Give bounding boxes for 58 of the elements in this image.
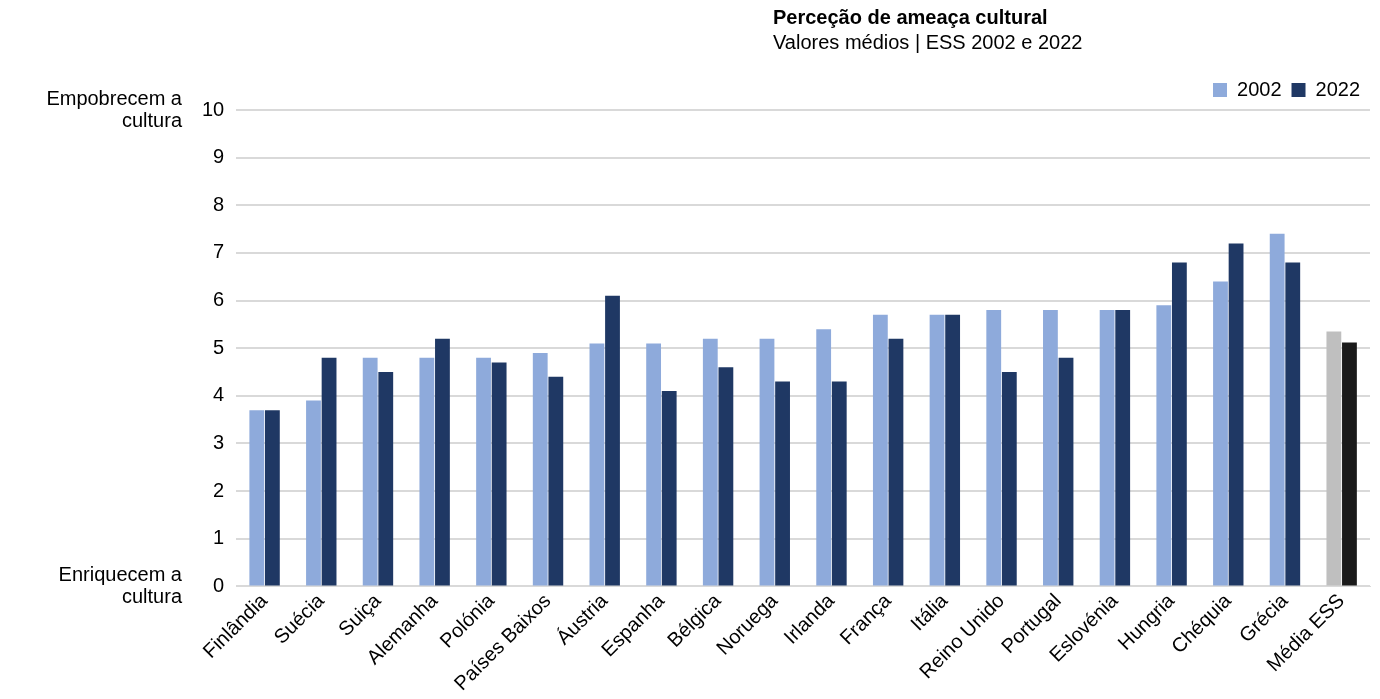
y-tick-label: 0 <box>213 573 225 596</box>
bar <box>929 314 945 586</box>
bar <box>435 338 450 586</box>
bar <box>419 357 435 586</box>
bar <box>1326 331 1342 586</box>
legend-label: 2002 <box>1237 77 1282 100</box>
bar <box>1043 310 1058 586</box>
y-tick-label: 9 <box>213 145 225 168</box>
bar <box>362 357 378 586</box>
bar <box>945 314 961 586</box>
bar <box>1001 372 1017 586</box>
y-tick-label: 1 <box>213 526 225 549</box>
y-tick-label: 2 <box>213 478 225 501</box>
chart-subtitle: Valores médios | ESS 2002 e 2022 <box>773 31 1083 54</box>
bar <box>264 410 280 586</box>
bar <box>532 352 548 586</box>
bar <box>491 362 507 586</box>
bar <box>775 381 790 586</box>
x-tick-label: Itália <box>906 588 953 635</box>
bar <box>249 410 265 586</box>
bar <box>718 367 734 586</box>
bar <box>872 314 888 586</box>
text: Empobrecem a cultura <box>46 86 183 131</box>
bar <box>306 400 321 586</box>
bar <box>1156 305 1172 586</box>
bar <box>1285 262 1301 586</box>
chart-title: Perceção de ameaça cultural <box>773 6 1049 29</box>
bar <box>986 310 1002 586</box>
bar <box>548 376 564 586</box>
y-tick-label: 7 <box>213 240 225 263</box>
bar <box>1171 262 1187 586</box>
bar <box>702 338 718 586</box>
y-tick-label: 8 <box>213 192 225 215</box>
y-tick-label: 3 <box>213 431 225 454</box>
bar <box>831 381 847 586</box>
bar <box>1058 357 1074 586</box>
bar <box>378 372 394 586</box>
legend-label: 2022 <box>1315 77 1361 100</box>
bar <box>661 391 677 586</box>
bar <box>1115 310 1131 586</box>
bar <box>605 295 620 586</box>
bar <box>1228 243 1244 586</box>
bar <box>888 338 904 586</box>
bar <box>1342 342 1357 586</box>
bar <box>816 329 832 586</box>
y-tick-label: 5 <box>213 335 225 358</box>
y-tick-label: 6 <box>213 288 225 311</box>
bar <box>589 343 605 586</box>
bar <box>1099 310 1115 586</box>
bar <box>646 343 662 586</box>
text: Enriquecem a cultura <box>58 562 183 607</box>
bar <box>759 338 775 586</box>
bar <box>1269 233 1285 586</box>
bar <box>321 357 337 586</box>
bar <box>1213 281 1228 586</box>
bar <box>476 357 491 586</box>
y-tick-label: 4 <box>213 383 225 406</box>
y-tick-label: 10 <box>202 97 225 120</box>
